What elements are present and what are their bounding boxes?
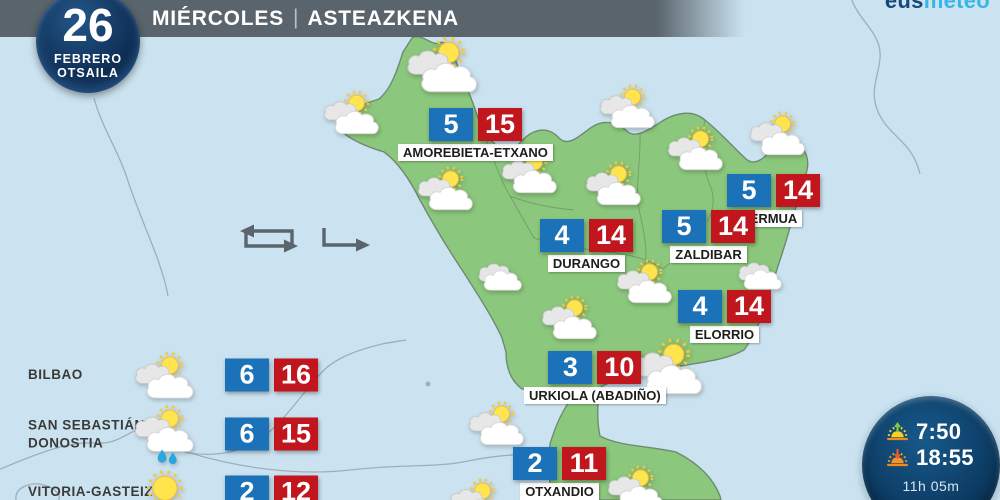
town-name-label: ERMUA — [744, 210, 803, 227]
max-temp: 14 — [711, 210, 755, 243]
town-name-label: URKIOLA (ABADIÑO) — [524, 387, 666, 404]
town-name-label: OTXANDIO — [520, 483, 599, 500]
town-temps: 3 10 — [548, 351, 642, 384]
variable-wind-loop-arrow-icon — [240, 224, 298, 253]
sun-cloud-icon — [541, 294, 599, 341]
city-name-line1: SAN SEBASTIÁN/ — [28, 417, 150, 433]
weekday-separator: | — [293, 5, 299, 29]
town-forecast: 2 11 OTXANDIO — [513, 447, 606, 500]
max-temp: 14 — [727, 290, 771, 323]
town-forecast: 3 10 URKIOLA (ABADIÑO) — [524, 351, 666, 404]
min-temp: 3 — [548, 351, 593, 384]
city-name: VITORIA-GASTEIZ — [28, 483, 153, 500]
min-temp: 6 — [225, 417, 269, 451]
town-name-label: ZALDIBAR — [670, 246, 747, 263]
city-row-donostia: SAN SEBASTIÁN/ DONOSTIA 6 15 — [0, 404, 330, 464]
town-name-label: DURANGO — [547, 255, 626, 272]
daylight-duration: 11h 05m — [902, 478, 960, 494]
logo-part-dark: eus — [884, 0, 924, 13]
city-name-line1: BILBAO — [28, 367, 83, 383]
min-temp: 5 — [727, 174, 771, 207]
min-temp: 6 — [225, 358, 269, 392]
city-temps: 6 15 — [225, 417, 318, 451]
city-name: BILBAO — [28, 366, 83, 384]
min-temp: 4 — [678, 290, 722, 323]
sunset-row: 18:55 — [886, 445, 1000, 471]
city-row-bilbao: BILBAO 6 16 — [0, 347, 330, 403]
town-temps: 5 15 — [428, 108, 522, 141]
sun-cloud-icon — [599, 83, 657, 130]
max-temp: 12 — [274, 475, 318, 500]
weekday-basque: ASTEAZKENA — [307, 6, 460, 30]
town-temps: 5 14 — [727, 174, 820, 207]
city-name-line2: DONOSTIA — [28, 435, 104, 450]
sunset-time: 18:55 — [916, 445, 974, 470]
min-temp: 4 — [540, 219, 584, 252]
city-name-line1: VITORIA-GASTEIZ — [28, 484, 154, 500]
max-temp: 14 — [776, 174, 820, 207]
max-temp: 14 — [589, 219, 633, 252]
sun-cloud-icon — [607, 464, 665, 500]
sun-cloud-icon — [468, 400, 526, 447]
town-temps: 5 14 — [662, 210, 755, 243]
town-temps: 2 11 — [513, 447, 606, 480]
town-forecast: 5 14 ZALDIBAR — [662, 210, 755, 263]
town-temps: 4 14 — [540, 219, 633, 252]
sun-cloud-rain-icon — [134, 403, 196, 465]
sun-cloud-icon — [749, 110, 807, 157]
wind-turn-right-arrow-icon — [322, 228, 370, 252]
sun-cloud-icon — [323, 89, 381, 136]
weekday-spanish: MIÉRCOLES — [152, 6, 285, 30]
max-temp: 10 — [597, 351, 642, 384]
city-name: SAN SEBASTIÁN/ DONOSTIA — [28, 416, 149, 451]
max-temp: 11 — [562, 447, 606, 480]
city-temps: 2 12 — [225, 475, 318, 500]
sun-cloud-icon — [417, 165, 475, 212]
town-forecast: 4 14 ELORRIO — [678, 290, 771, 343]
sunset-icon — [887, 448, 908, 466]
weekday-title: MIÉRCOLES | ASTEAZKENA — [152, 0, 459, 37]
sun-times-panel: 7:50 18:55 11h 05m — [862, 396, 1000, 500]
cloud-icon — [472, 253, 522, 294]
sunrise-icon — [887, 421, 908, 440]
max-temp: 16 — [274, 358, 318, 392]
sun-cloud-icon — [406, 34, 480, 94]
city-temps: 6 16 — [225, 358, 318, 392]
wind-symbols — [240, 224, 370, 253]
sun-cloud-icon — [585, 160, 643, 207]
date-month-spanish: FEBRERO — [53, 52, 123, 66]
sun-cloud-icon — [134, 350, 196, 400]
sunrise-row: 7:50 — [886, 396, 1000, 445]
date-day-number: 26 — [62, 0, 114, 51]
min-temp: 2 — [513, 447, 557, 480]
date-badge: 26 FEBRERO OTSAILA — [36, 0, 140, 93]
date-month-basque: OTSAILA — [57, 66, 119, 81]
town-forecast: 5 14 ERMUA — [727, 174, 820, 227]
town-name-label: AMOREBIETA-ETXANO — [398, 144, 553, 161]
sun-small-cloud-icon — [134, 467, 196, 500]
sun-cloud-icon — [667, 125, 725, 172]
neighbour-border-lines — [0, 0, 921, 500]
logo-part-light: meteo — [923, 0, 990, 13]
sunrise-time: 7:50 — [916, 419, 962, 444]
islet-dot — [425, 381, 431, 387]
town-forecast: 4 14 DURANGO — [540, 219, 633, 272]
min-temp: 2 — [225, 475, 269, 500]
max-temp: 15 — [477, 108, 522, 141]
sun-cloud-icon — [449, 477, 507, 500]
min-temp: 5 — [428, 108, 473, 141]
max-temp: 15 — [274, 417, 318, 451]
town-name-label: ELORRIO — [689, 326, 760, 343]
town-forecast: 5 15 AMOREBIETA-ETXANO — [398, 108, 553, 161]
broadcaster-logo: eusmeteo — [885, 0, 990, 14]
city-row-vitoria: VITORIA-GASTEIZ 2 12 — [0, 464, 330, 500]
min-temp: 5 — [662, 210, 706, 243]
town-temps: 4 14 — [678, 290, 771, 323]
